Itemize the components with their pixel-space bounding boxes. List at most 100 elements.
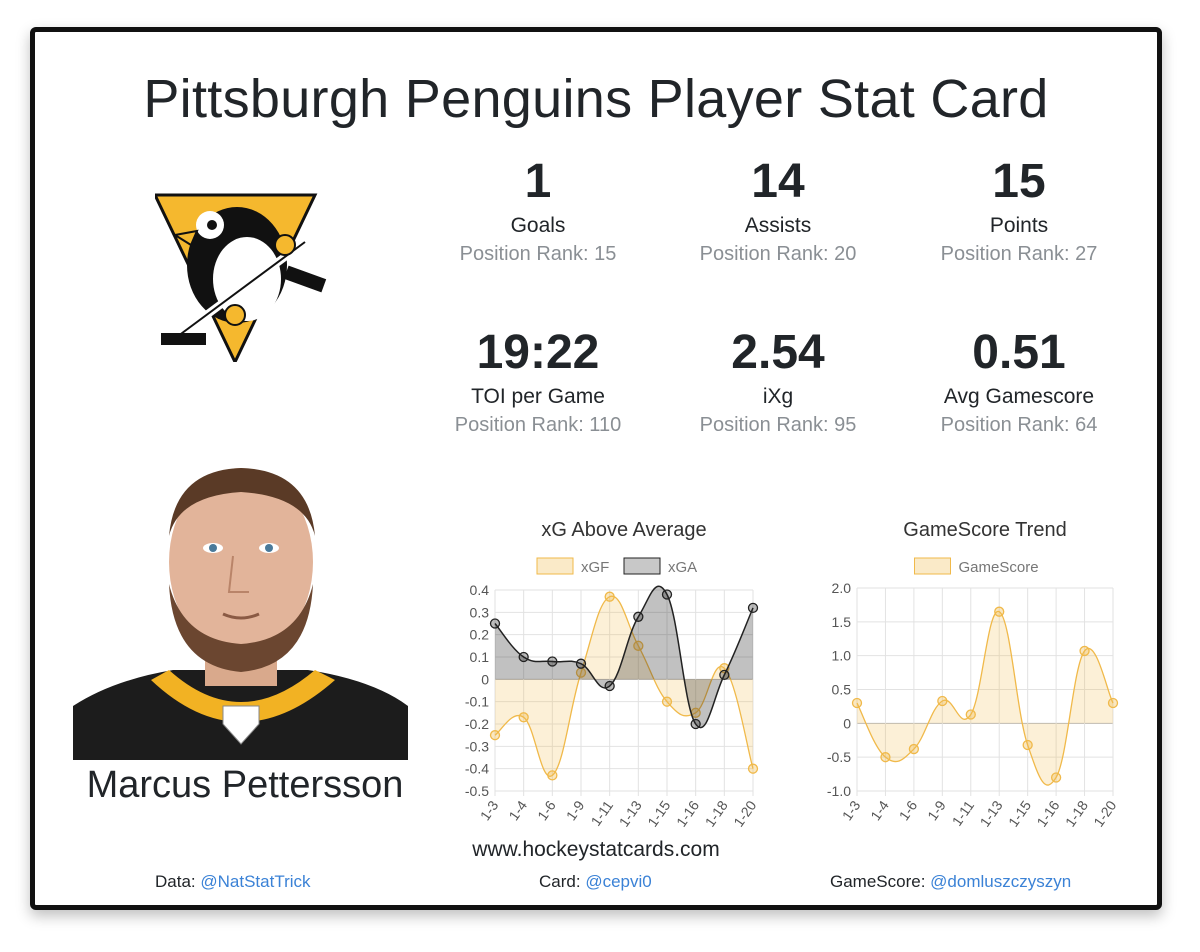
stat-value: 0.51 bbox=[972, 326, 1066, 379]
data-point-gamescore bbox=[994, 606, 1005, 617]
stat-label: TOI per Game bbox=[471, 385, 605, 408]
legend-label-xgf: xGF bbox=[581, 559, 609, 576]
y-tick-label: 1.0 bbox=[832, 648, 852, 664]
series-line-gamescore bbox=[856, 611, 1114, 786]
y-tick-label: 0.4 bbox=[470, 582, 490, 598]
stat-label: Assists bbox=[744, 214, 812, 237]
x-tick-label: 1-20 bbox=[1090, 797, 1119, 829]
data-point-gamescore bbox=[1022, 739, 1033, 751]
legend-swatch-xgf bbox=[536, 557, 574, 575]
stat-rank: Position Rank: 15 bbox=[459, 243, 617, 265]
stat-ixg: 2.54 iXg Position Rank: 95 bbox=[658, 325, 898, 439]
stat-rank: Position Rank: 95 bbox=[699, 414, 857, 436]
y-tick-label: 1.5 bbox=[832, 614, 852, 630]
cepvi0-link[interactable]: @cepvi0 bbox=[585, 872, 652, 891]
legend-swatch-gamescore bbox=[914, 557, 951, 575]
data-point-xga bbox=[489, 618, 501, 629]
stat-toi: 19:22 TOI per Game Position Rank: 110 bbox=[418, 325, 658, 439]
x-tick-label: 1-16 bbox=[1033, 797, 1062, 829]
data-point-gamescore bbox=[965, 709, 976, 720]
y-tick-label: 0 bbox=[481, 671, 489, 687]
data-point-gamescore bbox=[908, 743, 920, 755]
data-point-gamescore bbox=[937, 695, 948, 707]
y-tick-label: -0.5 bbox=[465, 783, 489, 799]
credit-card: Card: @cepvi0 bbox=[539, 872, 652, 892]
credit-card-label: Card: bbox=[539, 872, 581, 891]
x-tick-label: 1-9 bbox=[924, 797, 949, 823]
stat-rank: Position Rank: 27 bbox=[940, 243, 1098, 265]
legend-label-gamescore: GameScore bbox=[959, 559, 1039, 576]
stat-rank: Position Rank: 64 bbox=[940, 414, 1098, 436]
data-point-xga bbox=[661, 589, 673, 600]
penguins-logo bbox=[155, 193, 327, 362]
stat-value: 1 bbox=[524, 155, 552, 208]
data-point-xgf bbox=[661, 696, 673, 707]
legend-label-xga: xGA bbox=[668, 559, 697, 576]
gamescore-trend-chart: GameScore Trend GameScore 2.0 1.5 1.0 0.5 0 -0.… bbox=[827, 519, 1120, 830]
data-point-xgf bbox=[633, 640, 644, 651]
stat-label: Avg Gamescore bbox=[943, 385, 1095, 408]
data-point-gamescore bbox=[851, 697, 863, 709]
stat-rank: Position Rank: 20 bbox=[699, 243, 857, 265]
x-tick-label: 1-11 bbox=[588, 797, 617, 828]
x-tick-label: 1-6 bbox=[534, 797, 559, 823]
x-tick-label: 1-20 bbox=[730, 797, 759, 829]
stat-card: Pittsburgh Penguins Player Stat Card Mar… bbox=[30, 27, 1162, 910]
chart-title: GameScore Trend bbox=[903, 519, 1066, 541]
y-tick-label: -0.2 bbox=[465, 716, 489, 732]
y-tick-label: 0.2 bbox=[470, 627, 490, 643]
data-point-xgf bbox=[489, 730, 501, 741]
domluszczyszyn-link[interactable]: @domluszczyszyn bbox=[930, 872, 1072, 891]
data-point-gamescore bbox=[1050, 772, 1062, 783]
chart-title: xG Above Average bbox=[541, 519, 706, 541]
data-point-xga bbox=[747, 602, 759, 614]
series-area-gamescore bbox=[857, 611, 1113, 786]
data-point-xga bbox=[547, 656, 558, 667]
y-tick-label: -0.3 bbox=[465, 738, 489, 754]
data-point-xgf bbox=[547, 770, 558, 781]
stat-goals: 1 Goals Position Rank: 15 bbox=[418, 154, 658, 268]
x-tick-label: 1-13 bbox=[616, 797, 645, 829]
data-point-xga bbox=[575, 658, 587, 669]
stat-label: Goals bbox=[510, 214, 566, 237]
series-line-xga bbox=[494, 585, 754, 729]
x-tick-label: 1-4 bbox=[867, 797, 892, 823]
stat-value: 14 bbox=[751, 155, 805, 208]
player-name: Marcus Pettersson bbox=[86, 764, 404, 806]
natstattrick-link[interactable]: @NatStatTrick bbox=[200, 872, 311, 891]
data-point-xga bbox=[518, 651, 529, 663]
credit-data-label: Data: bbox=[155, 872, 196, 891]
x-tick-label: 1-16 bbox=[673, 797, 702, 829]
data-point-gamescore bbox=[880, 752, 891, 763]
stat-value: 15 bbox=[992, 155, 1046, 208]
data-point-xga bbox=[719, 669, 730, 681]
stat-gamescore: 0.51 Avg Gamescore Position Rank: 64 bbox=[899, 325, 1139, 439]
player-photo bbox=[73, 444, 408, 760]
stat-assists: 14 Assists Position Rank: 20 bbox=[658, 154, 898, 268]
stat-points: 15 Points Position Rank: 27 bbox=[899, 154, 1139, 268]
x-tick-label: 1-9 bbox=[563, 797, 588, 823]
data-point-xga bbox=[633, 611, 644, 622]
stat-label: iXg bbox=[762, 385, 794, 408]
x-tick-label: 1-11 bbox=[949, 797, 978, 828]
data-point-xgf bbox=[518, 712, 529, 723]
y-tick-label: -1.0 bbox=[827, 783, 851, 799]
credit-gamescore-label: GameScore: bbox=[830, 872, 926, 891]
x-tick-label: 1-6 bbox=[896, 797, 921, 823]
data-point-xga bbox=[690, 718, 701, 730]
y-tick-label: 2.0 bbox=[832, 580, 852, 596]
data-point-xgf bbox=[747, 763, 759, 774]
y-tick-label: -0.5 bbox=[827, 749, 851, 765]
page-title: Pittsburgh Penguins Player Stat Card bbox=[143, 69, 1049, 129]
xg-above-average-chart: xG Above Average xGF xGA 0.4 0.3 0.2 0.1 0 -0.1 -… bbox=[465, 519, 760, 830]
x-tick-label: 1-3 bbox=[477, 797, 502, 823]
footer-site: www.hockeystatcards.com bbox=[472, 838, 720, 861]
stat-rank: Position Rank: 110 bbox=[454, 414, 622, 436]
stat-value: 2.54 bbox=[731, 326, 825, 379]
x-tick-label: 1-4 bbox=[505, 797, 530, 823]
series-line-xgf bbox=[494, 595, 754, 777]
stat-label: Points bbox=[989, 214, 1049, 237]
credit-gamescore: GameScore: @domluszczyszyn bbox=[830, 872, 1071, 892]
y-tick-label: -0.1 bbox=[465, 694, 489, 710]
x-tick-label: 1-15 bbox=[1005, 797, 1034, 829]
